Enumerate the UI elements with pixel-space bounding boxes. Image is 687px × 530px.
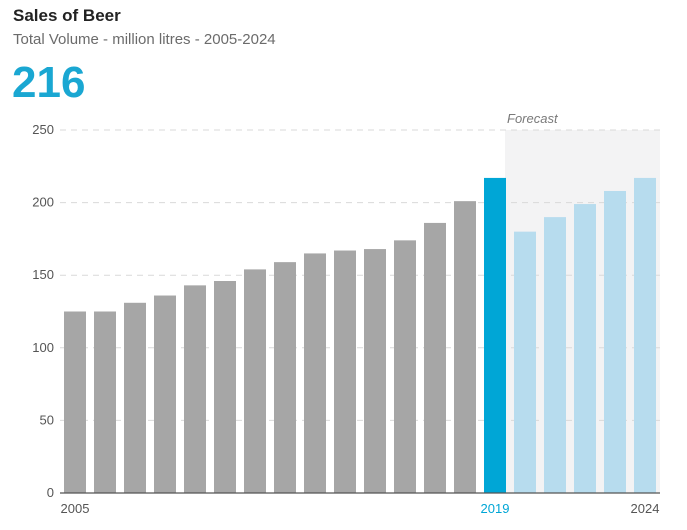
bar-2005 bbox=[64, 311, 86, 493]
y-tick-label-250: 250 bbox=[32, 122, 54, 137]
bar-2014 bbox=[334, 250, 356, 493]
x-tick-label-2024: 2024 bbox=[631, 501, 660, 516]
y-tick-label-50: 50 bbox=[40, 412, 54, 427]
y-tick-label-100: 100 bbox=[32, 340, 54, 355]
kpi-value: 216 bbox=[12, 58, 86, 107]
bar-2008 bbox=[154, 295, 176, 493]
bar-2006 bbox=[94, 311, 116, 493]
bar-2022 bbox=[574, 204, 596, 493]
bar-2010 bbox=[214, 281, 236, 493]
y-tick-label-200: 200 bbox=[32, 195, 54, 210]
bar-2011 bbox=[244, 269, 266, 493]
bar-2024 bbox=[634, 177, 656, 493]
bar-2007 bbox=[124, 302, 146, 493]
x-tick-label-2005: 2005 bbox=[61, 501, 90, 516]
bar-2018 bbox=[454, 201, 476, 493]
x-tick-label-2019: 2019 bbox=[481, 501, 510, 516]
bar-2012 bbox=[274, 262, 296, 493]
chart-subtitle: Total Volume - million litres - 2005-202… bbox=[13, 31, 276, 48]
bar-2020 bbox=[514, 231, 536, 493]
bar-2017 bbox=[424, 222, 446, 494]
y-tick-label-0: 0 bbox=[47, 485, 54, 500]
bar-2019 bbox=[484, 177, 506, 493]
bar-2023 bbox=[604, 190, 626, 493]
bar-2015 bbox=[364, 249, 386, 493]
bar-2009 bbox=[184, 285, 206, 493]
bar-2016 bbox=[394, 240, 416, 493]
bar-2021 bbox=[544, 217, 566, 493]
chart-title: Sales of Beer bbox=[13, 6, 121, 25]
forecast-label: Forecast bbox=[507, 111, 559, 126]
bar-2013 bbox=[304, 253, 326, 493]
y-tick-label-150: 150 bbox=[32, 267, 54, 282]
